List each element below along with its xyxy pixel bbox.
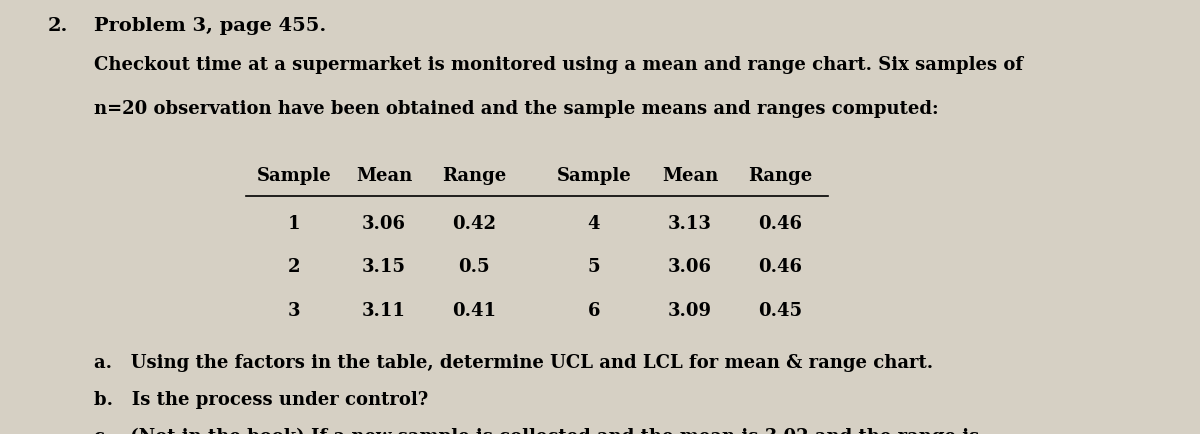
Text: 5: 5 bbox=[588, 258, 600, 276]
Text: Range: Range bbox=[442, 167, 506, 185]
Text: 3.06: 3.06 bbox=[668, 258, 712, 276]
Text: 6: 6 bbox=[588, 302, 600, 319]
Text: Checkout time at a supermarket is monitored using a mean and range chart. Six sa: Checkout time at a supermarket is monito… bbox=[94, 56, 1022, 74]
Text: 3.15: 3.15 bbox=[362, 258, 406, 276]
Text: Problem 3, page 455.: Problem 3, page 455. bbox=[94, 17, 326, 35]
Text: a.   Using the factors in the table, determine UCL and LCL for mean & range char: a. Using the factors in the table, deter… bbox=[94, 354, 932, 372]
Text: 0.46: 0.46 bbox=[758, 215, 802, 233]
Text: n=20 observation have been obtained and the sample means and ranges computed:: n=20 observation have been obtained and … bbox=[94, 100, 938, 118]
Text: 2: 2 bbox=[288, 258, 300, 276]
Text: 0.5: 0.5 bbox=[458, 258, 490, 276]
Text: 3.13: 3.13 bbox=[668, 215, 712, 233]
Text: c.   (Not in the book) If a new sample is collected and the mean is 3.02 and the: c. (Not in the book) If a new sample is … bbox=[94, 427, 979, 434]
Text: 3: 3 bbox=[288, 302, 300, 319]
Text: 3.09: 3.09 bbox=[668, 302, 712, 319]
Text: Sample: Sample bbox=[257, 167, 331, 185]
Text: Range: Range bbox=[748, 167, 812, 185]
Text: 0.41: 0.41 bbox=[452, 302, 496, 319]
Text: Mean: Mean bbox=[662, 167, 718, 185]
Text: 3.11: 3.11 bbox=[362, 302, 406, 319]
Text: 0.42: 0.42 bbox=[452, 215, 496, 233]
Text: Mean: Mean bbox=[356, 167, 412, 185]
Text: 4: 4 bbox=[588, 215, 600, 233]
Text: 0.45: 0.45 bbox=[758, 302, 802, 319]
Text: 1: 1 bbox=[288, 215, 300, 233]
Text: 0.46: 0.46 bbox=[758, 258, 802, 276]
Text: Sample: Sample bbox=[557, 167, 631, 185]
Text: b.   Is the process under control?: b. Is the process under control? bbox=[94, 391, 427, 408]
Text: 2.: 2. bbox=[48, 17, 68, 35]
Text: 3.06: 3.06 bbox=[362, 215, 406, 233]
